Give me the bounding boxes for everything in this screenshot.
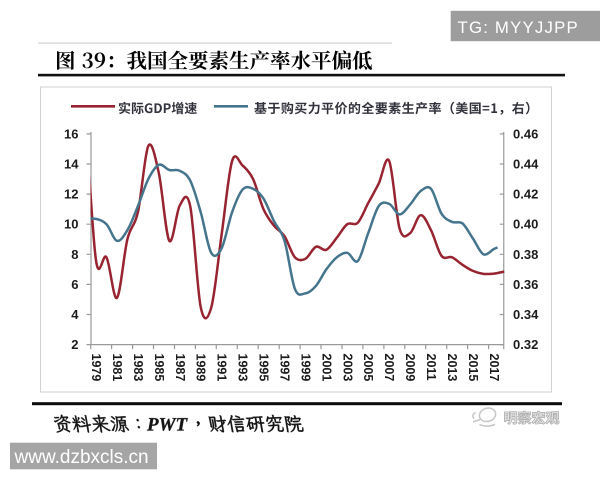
svg-text:2015: 2015: [466, 354, 480, 382]
svg-text:2009: 2009: [403, 354, 417, 382]
svg-text:www.dzbxcls.cn: www.dzbxcls.cn: [14, 447, 149, 468]
svg-text:16: 16: [64, 126, 78, 141]
svg-text:0.38: 0.38: [513, 247, 538, 262]
svg-text:1981: 1981: [110, 354, 124, 382]
svg-text:2011: 2011: [424, 354, 438, 381]
svg-text:2017: 2017: [487, 354, 501, 382]
svg-text:12: 12: [64, 187, 78, 202]
svg-text:TG: MYYJJPP: TG: MYYJJPP: [458, 18, 579, 37]
svg-text:0.40: 0.40: [513, 217, 538, 232]
svg-text:1983: 1983: [131, 354, 145, 382]
svg-text:2005: 2005: [361, 354, 375, 382]
svg-text:0.36: 0.36: [513, 277, 538, 292]
svg-text:8: 8: [71, 247, 78, 262]
svg-text:4: 4: [71, 307, 79, 322]
svg-text:14: 14: [64, 157, 79, 172]
svg-text:0.32: 0.32: [513, 337, 538, 352]
svg-text:2003: 2003: [340, 354, 354, 382]
svg-text:6: 6: [71, 277, 78, 292]
svg-text:0.42: 0.42: [513, 187, 538, 202]
svg-text:1995: 1995: [257, 354, 271, 382]
svg-text:1991: 1991: [215, 354, 229, 382]
svg-text:2013: 2013: [445, 354, 459, 382]
svg-text:1999: 1999: [298, 354, 312, 382]
svg-text:2001: 2001: [319, 354, 333, 382]
svg-text:1979: 1979: [89, 354, 103, 382]
svg-text:0.34: 0.34: [513, 307, 539, 322]
svg-text:2: 2: [71, 337, 78, 352]
svg-text:0.44: 0.44: [513, 157, 539, 172]
svg-text:1987: 1987: [173, 354, 187, 382]
svg-text:1985: 1985: [152, 354, 166, 382]
svg-text:0.46: 0.46: [513, 126, 538, 141]
svg-text:2007: 2007: [382, 354, 396, 382]
svg-text:10: 10: [64, 217, 78, 232]
svg-text:1993: 1993: [236, 354, 250, 382]
svg-text:1997: 1997: [278, 354, 292, 382]
svg-text:1989: 1989: [194, 354, 208, 382]
